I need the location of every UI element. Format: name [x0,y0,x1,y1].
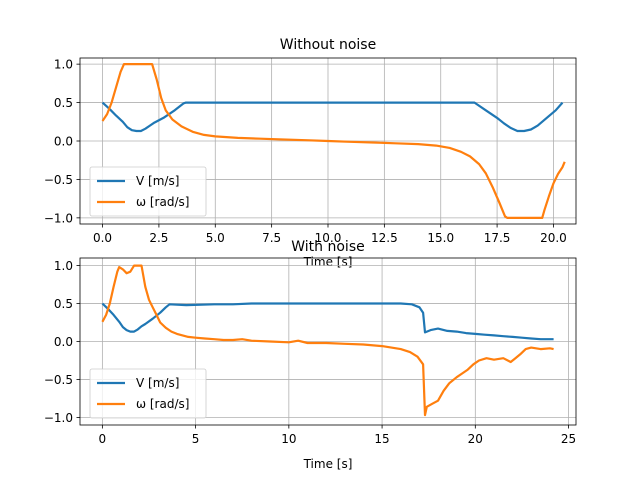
legend: V [m/s] ω [rad/s] [89,368,207,419]
y-tick-label: −0.5 [44,373,73,387]
x-tick-label: 17.5 [484,231,511,245]
x-tick-label: 20.0 [540,231,567,245]
series-line-angular-velocity [101,264,554,417]
legend-label-velocity: V [m/s] [136,174,179,188]
x-tick-label: 25 [561,432,576,446]
x-tick-label: 20 [468,432,483,446]
x-tick-label: 0.0 [93,231,112,245]
x-tick-label: 15 [374,432,389,446]
y-tick-label: 0.0 [54,135,73,149]
legend-label-velocity: V [m/s] [136,376,179,390]
y-tick-label: −0.5 [44,173,73,187]
series-lines [101,264,554,417]
x-axis-label: Time [s] [303,255,353,269]
series-line-velocity [101,302,554,341]
x-axis-label: Time [s] [303,457,353,471]
x-tick-label: 10 [281,432,296,446]
y-tick-label: 1.0 [54,259,73,273]
subplot-title: Without noise [280,37,376,53]
y-tick-label: 1.0 [54,58,73,72]
x-tick-label: 2.5 [149,231,168,245]
x-tick-label: 5 [192,432,200,446]
legend-frame [89,166,207,217]
legend-label-angular-velocity: ω [rad/s] [136,397,189,411]
legend: V [m/s] ω [rad/s] [89,166,207,217]
y-tick-label: −1.0 [44,211,73,225]
x-tick-label: 15.0 [427,231,454,245]
x-tick-label: 10.0 [315,231,342,245]
series-lines [101,62,566,219]
y-tick-label: 0.5 [54,297,73,311]
subplot-with-noise: With noise 0 5 10 15 20 25 −1.0 −0.5 0.0 0.5 1.0 T… [44,239,577,471]
subplot-title: With noise [291,239,364,255]
legend-frame [89,368,207,419]
x-tick-label: 12.5 [371,231,398,245]
y-tick-label: 0.0 [54,335,73,349]
axis-ticks: 0 5 10 15 20 25 −1.0 −0.5 0.0 0.5 1.0 [44,259,576,446]
x-tick-label: 5.0 [206,231,225,245]
y-tick-label: 0.5 [54,96,73,110]
y-tick-label: −1.0 [44,411,73,425]
x-tick-label: 7.5 [262,231,281,245]
series-line-velocity [101,101,564,133]
axis-ticks: 0.0 2.5 5.0 7.5 10.0 12.5 15.0 17.5 20.0 −1.0 −0.5… [44,58,567,245]
series-line-angular-velocity [101,62,566,219]
legend-label-angular-velocity: ω [rad/s] [136,195,189,209]
x-tick-label: 0 [99,432,107,446]
subplot-without-noise: Without noise 0.0 2.5 5.0 7.5 10.0 12.5 15.0 17… [44,37,577,269]
